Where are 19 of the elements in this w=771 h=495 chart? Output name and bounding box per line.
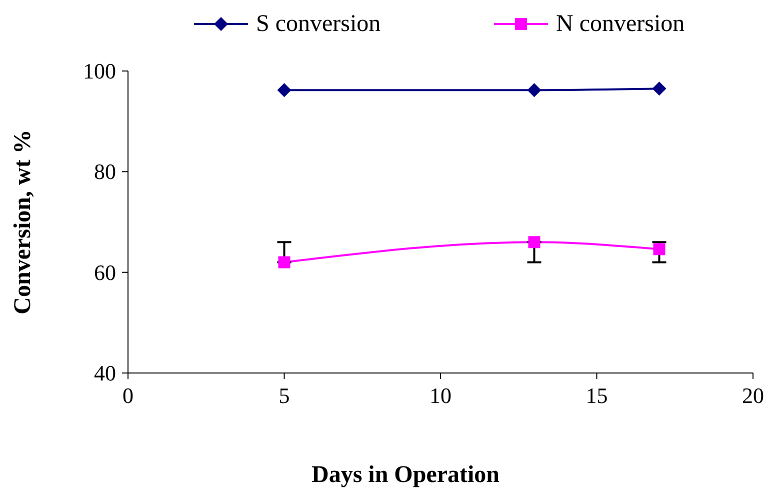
y-tick-label: 60 bbox=[94, 260, 116, 285]
legend-label: S conversion bbox=[256, 11, 381, 37]
x-axis-title: Days in Operation bbox=[311, 462, 500, 488]
point bbox=[527, 83, 542, 98]
y-axis-title: Conversion, wt % bbox=[10, 130, 36, 314]
x-tick-label: 10 bbox=[430, 383, 452, 408]
x-tick-label: 5 bbox=[278, 383, 290, 408]
point bbox=[653, 243, 666, 256]
y-tick-label: 100 bbox=[83, 58, 116, 84]
x-tick-label: 0 bbox=[122, 383, 134, 408]
y-tick-label: 80 bbox=[94, 159, 116, 184]
y-tick-label: 40 bbox=[94, 360, 116, 386]
point bbox=[528, 236, 540, 248]
point bbox=[652, 82, 666, 96]
point bbox=[278, 256, 290, 268]
point bbox=[277, 83, 292, 98]
x-tick-label: 20 bbox=[742, 383, 764, 408]
x-tick-label: 15 bbox=[586, 383, 608, 408]
legend-label: N conversion bbox=[556, 11, 685, 37]
